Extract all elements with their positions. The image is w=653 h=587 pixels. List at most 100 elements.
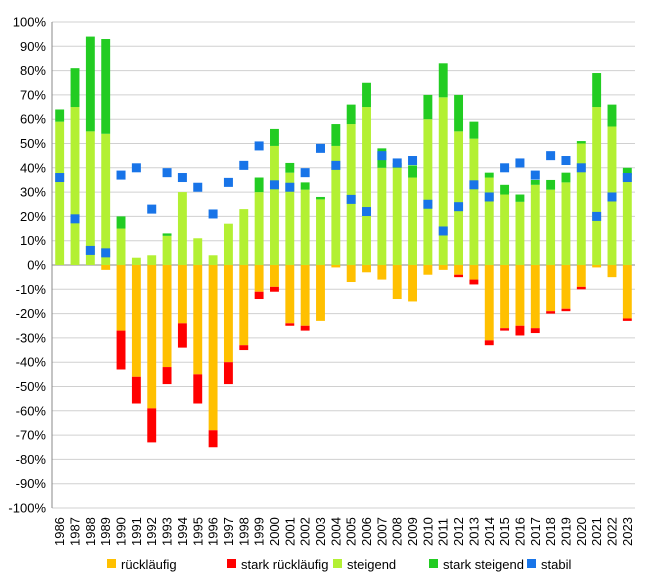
bar-segment — [484, 340, 494, 346]
bar-segment — [55, 121, 65, 265]
bar-segment — [208, 430, 218, 448]
x-tick-label: 1996 — [206, 517, 221, 546]
stabil-marker — [193, 182, 203, 192]
bar-segment — [408, 177, 417, 265]
x-tick-label: 2002 — [298, 517, 313, 546]
bar-segment — [223, 362, 233, 385]
bar-segment — [362, 107, 371, 265]
x-tick-label: 1999 — [252, 517, 267, 546]
x-tick-label: 2014 — [482, 517, 497, 546]
y-tick-label: 80% — [20, 63, 46, 78]
bar-segment — [101, 265, 111, 270]
bar-segment — [484, 265, 494, 341]
bar-segment — [530, 328, 540, 334]
x-tick-label: 1991 — [129, 517, 144, 546]
bar-segment — [208, 265, 218, 431]
bar-segment — [622, 175, 632, 265]
stabil-marker — [85, 245, 95, 255]
bar-segment — [254, 192, 264, 265]
bar-segment — [576, 265, 586, 287]
bar-segment — [592, 265, 602, 268]
bar-segment — [346, 265, 356, 283]
stabil-marker — [454, 202, 464, 212]
stabil-marker — [576, 163, 586, 173]
x-tick-label: 2001 — [282, 517, 297, 546]
bar-segment — [546, 179, 556, 190]
bar-segment — [576, 286, 586, 290]
bar-segment — [101, 39, 111, 134]
bar-segment — [116, 265, 126, 331]
bar-segment — [270, 145, 279, 265]
bar-segment — [408, 265, 417, 302]
bar-segment — [346, 104, 356, 125]
bar-segment — [423, 119, 433, 265]
bar-segment — [101, 133, 111, 265]
x-tick-label: 2000 — [267, 517, 282, 546]
stabil-marker — [254, 141, 264, 151]
bar-segment — [331, 145, 341, 265]
stabil-marker — [269, 180, 279, 190]
y-tick-label: -60% — [16, 403, 47, 418]
bar-segment — [177, 323, 187, 348]
bar-segment — [515, 201, 525, 265]
stabil-marker — [208, 209, 218, 219]
bar-segment — [576, 143, 586, 265]
bar-segment — [254, 265, 264, 292]
bar-segment — [454, 265, 464, 275]
bar-segment — [193, 238, 203, 265]
y-tick-label: 70% — [20, 87, 46, 102]
x-tick-label: 2007 — [374, 517, 389, 546]
bar-segment — [316, 265, 325, 321]
x-tick-label: 1988 — [83, 517, 98, 546]
bar-segment — [208, 255, 218, 265]
bar-segment — [515, 325, 525, 336]
bar-segment — [300, 189, 310, 265]
bar-segment — [622, 318, 632, 321]
bar-segment — [300, 265, 310, 326]
bar-segment — [377, 167, 387, 265]
y-tick-label: -40% — [16, 355, 47, 370]
legend-label: rückläufig — [121, 557, 177, 572]
bar-segment — [484, 177, 494, 265]
bar-segment — [285, 323, 295, 326]
stabil-marker — [300, 168, 310, 178]
y-tick-label: 10% — [20, 233, 46, 248]
stabil-marker — [223, 177, 233, 187]
y-tick-label: 0% — [27, 258, 46, 273]
bar-segment — [469, 138, 479, 265]
x-tick-label: 1989 — [98, 517, 113, 546]
bar-segment — [131, 257, 141, 265]
bar-segment — [85, 36, 95, 132]
legend-label: stark steigend — [443, 557, 524, 572]
stabil-marker — [331, 160, 341, 170]
bar-segment — [561, 172, 571, 183]
x-tick-label: 1997 — [221, 517, 236, 546]
bar-segment — [500, 184, 510, 195]
bar-segment — [285, 265, 295, 324]
bar-segment — [607, 265, 617, 278]
bar-segment — [530, 265, 540, 329]
bar-segment — [193, 265, 203, 375]
bar-segment — [239, 209, 249, 265]
x-tick-label: 2011 — [436, 518, 451, 546]
legend-label: stabil — [541, 557, 571, 572]
stabil-marker — [177, 173, 187, 183]
y-tick-label: -10% — [16, 282, 47, 297]
bar-segment — [55, 109, 65, 122]
y-tick-label: -100% — [8, 501, 46, 516]
x-tick-label: 2017 — [528, 517, 543, 546]
bar-segment — [239, 265, 249, 346]
x-tick-label: 2004 — [328, 517, 343, 546]
bar-segment — [270, 128, 279, 146]
x-tick-label: 1998 — [236, 517, 251, 546]
stabil-marker — [346, 194, 356, 204]
bar-segment — [469, 279, 479, 285]
bar-segment — [331, 124, 341, 146]
x-tick-label: 2008 — [390, 517, 405, 546]
stabil-marker — [131, 163, 141, 173]
bar-segment — [530, 179, 540, 185]
bar-segment — [592, 107, 602, 265]
legend-swatch — [107, 559, 116, 568]
bar-segment — [316, 196, 325, 200]
bar-segment — [147, 255, 157, 265]
